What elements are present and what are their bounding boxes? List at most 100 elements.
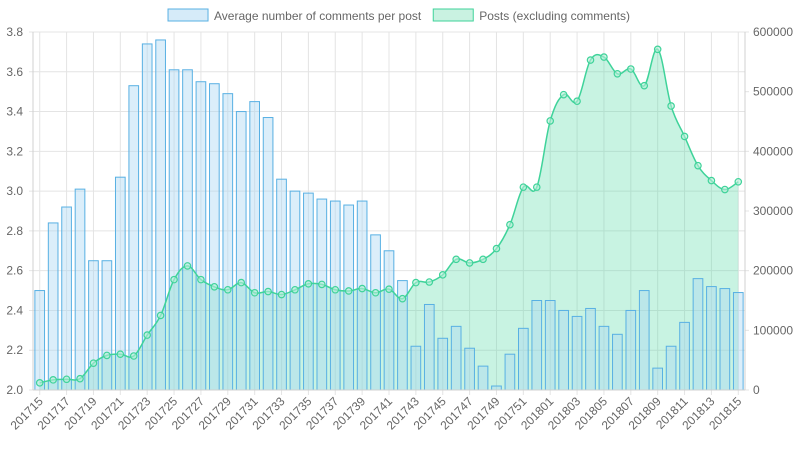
bar-201739 (356, 200, 368, 391)
bar-201805 (598, 325, 610, 391)
bar-201801 (544, 300, 556, 391)
bar-201738 (343, 204, 355, 391)
bar-201719 (88, 260, 99, 391)
bar-201727 (195, 81, 207, 391)
point-201735 (304, 279, 313, 288)
bar-201750 (504, 353, 516, 391)
point-201743 (412, 278, 420, 287)
point-201811 (680, 132, 689, 141)
point-201730 (237, 278, 246, 287)
bar-201732 (262, 117, 274, 391)
bar-201741 (383, 250, 395, 391)
bar-201815 (732, 292, 744, 391)
bar-201803 (571, 315, 583, 391)
y-right-tick-label: 200000 (753, 264, 793, 278)
y-left-tick-label: 3.6 (6, 65, 23, 79)
point-201718 (76, 374, 84, 383)
bar-201720 (101, 260, 113, 391)
point-201749 (492, 244, 501, 253)
y-left-tick-label: 3.0 (6, 184, 23, 198)
posts-line-series (35, 45, 743, 387)
y-left-tick-label: 2.4 (6, 303, 23, 317)
bar-201733 (276, 178, 287, 391)
point-201814 (721, 185, 729, 194)
y-right-tick-label: 300000 (753, 204, 793, 218)
bar-201802 (558, 309, 569, 391)
point-201742 (398, 294, 407, 303)
point-201808 (640, 81, 649, 90)
point-201724 (156, 311, 165, 320)
point-201803 (573, 97, 581, 106)
point-201812 (694, 161, 702, 170)
point-201750 (506, 220, 514, 229)
y-right-tick-label: 600000 (753, 25, 793, 39)
point-201716 (49, 376, 57, 384)
bar-201811 (679, 321, 690, 391)
bar-201752 (531, 300, 543, 391)
point-201726 (183, 262, 192, 270)
point-201809 (653, 45, 662, 54)
legend-swatch-0 (167, 8, 209, 22)
point-201727 (197, 275, 205, 284)
legend-swatch-1 (432, 8, 474, 22)
y-left-tick-label: 3.2 (6, 144, 23, 158)
bar-201806 (612, 333, 623, 391)
point-201717 (62, 375, 71, 384)
y-left-tick-label: 2.8 (6, 224, 23, 238)
point-201810 (667, 102, 675, 110)
bar-201749 (491, 385, 502, 391)
bar-201813 (706, 286, 717, 391)
bar-201814 (719, 288, 731, 391)
bar-201717 (61, 206, 72, 391)
bar-201808 (638, 290, 650, 391)
point-201723 (143, 331, 151, 339)
bar-201740 (370, 234, 381, 391)
point-201725 (170, 275, 178, 284)
bar-201716 (47, 222, 59, 391)
y-right-tick-label: 400000 (753, 144, 793, 158)
point-201731 (250, 288, 259, 297)
bar-201721 (114, 176, 126, 391)
bar-201736 (316, 198, 328, 391)
y-left-tick-label: 3.4 (6, 105, 23, 119)
bar-201715 (34, 290, 46, 391)
point-201752 (532, 183, 541, 191)
y-right-tick-label: 500000 (753, 85, 793, 99)
bar-201722 (128, 85, 140, 391)
bar-201804 (585, 307, 596, 391)
bar-201724 (155, 39, 166, 391)
point-201807 (627, 65, 635, 73)
bar-201725 (168, 69, 180, 391)
bar-201735 (303, 192, 314, 391)
posts-area-series (39, 49, 739, 390)
legend-label-0: Average number of comments per post (214, 9, 422, 23)
bar-201746 (450, 325, 462, 391)
bar-201718 (74, 188, 86, 391)
bar-201730 (235, 111, 247, 391)
grid-lines (29, 31, 749, 395)
point-201748 (479, 255, 487, 264)
point-201746 (452, 255, 460, 264)
point-201733 (277, 290, 286, 299)
y-right-tick-label: 100000 (753, 323, 793, 337)
point-201751 (519, 183, 528, 191)
bar-201726 (182, 69, 193, 391)
point-201801 (546, 117, 555, 125)
bar-201809 (652, 367, 664, 391)
legend: Average number of comments per post Posts… (167, 8, 630, 23)
point-201741 (385, 285, 393, 293)
point-201739 (358, 284, 366, 293)
bar-201748 (477, 365, 489, 391)
bar-201728 (209, 83, 220, 391)
point-201736 (318, 280, 326, 289)
point-201720 (103, 351, 111, 360)
point-201732 (264, 287, 272, 296)
y-right-tick-label: 0 (753, 383, 760, 397)
point-201740 (371, 288, 380, 297)
point-201734 (291, 285, 299, 294)
bar-201743 (410, 345, 422, 391)
point-201815 (734, 177, 743, 186)
point-201738 (344, 287, 353, 295)
point-201813 (707, 176, 716, 185)
